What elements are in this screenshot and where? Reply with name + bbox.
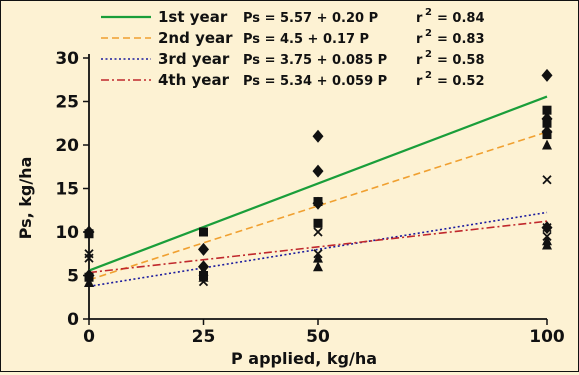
data-point-series-2 [542,118,552,128]
data-point-series-3 [313,252,323,263]
regression-line-1 [88,95,548,272]
legend-r-superscript: 2 [425,7,432,18]
data-point-series-4 [198,276,209,287]
legend-entry-4: 4th year Ps = 5.34 + 0.059 P r 2 = 0.52 [101,70,485,89]
data-point-series-4 [313,227,323,237]
legend-r-label: r [416,32,423,47]
legend-r2-value: = 0.83 [437,32,485,47]
legend-equation: Ps = 5.57 + 0.20 P [243,11,378,26]
data-point-series-3 [542,239,552,250]
data-point-series-2 [313,197,323,207]
x-tick-label: 25 [192,327,216,347]
y-tick-label: 15 [55,180,79,200]
y-axis-title: Ps, kg/ha [16,157,35,240]
x-marker-stroke [542,231,552,241]
y-tick-label: 20 [55,136,79,156]
x-marker-stroke [198,276,209,287]
legend-r-superscript: 2 [425,28,432,39]
data-point-series-1 [312,129,324,143]
data-point-series-4 [542,223,552,233]
data-point-series-1 [541,68,553,82]
x-marker-stroke [542,175,552,185]
legend-r-label: r [416,11,423,26]
data-point-series-4 [313,249,323,259]
legend-equation: Ps = 3.75 + 0.085 P [243,53,387,68]
legend-entry-1: 1st year Ps = 5.57 + 0.20 P r 2 = 0.84 [101,7,485,26]
data-point-series-3 [313,261,323,272]
x-tick-label: 50 [306,327,330,347]
legend-r-label: r [416,74,423,89]
legend-entry-3: 3rd year Ps = 3.75 + 0.085 P r 2 = 0.58 [101,49,485,68]
data-point-series-4 [542,175,552,185]
regression-line-2 [88,131,548,281]
data-point-series-1 [198,242,209,256]
regression-line-4 [88,220,548,274]
x-tick-label: 100 [529,327,565,347]
x-marker-stroke [313,227,323,237]
data-point-series-3 [542,139,552,150]
legend-r2-value: = 0.58 [437,53,485,68]
data-point-series-4 [84,253,94,263]
data-point-series-1 [312,164,324,178]
regression-line-3 [88,211,548,288]
y-tick-label: 30 [55,49,79,69]
x-marker-stroke [542,223,552,233]
data-point-series-2 [199,227,208,237]
x-marker-stroke [313,249,323,259]
x-tick-label: 0 [83,327,95,347]
y-tick-label: 0 [67,310,79,330]
legend-equation: Ps = 5.34 + 0.059 P [243,74,387,89]
legend-equation: Ps = 4.5 + 0.17 P [243,32,369,47]
data-point-series-2 [542,130,552,140]
y-tick-label: 10 [55,223,79,243]
y-tick-label: 5 [67,267,79,287]
legend-series-name: 4th year [158,71,230,89]
legend-r2-value: = 0.52 [437,74,485,89]
x-axis-title: P applied, kg/ha [231,349,377,368]
legend-r-superscript: 2 [425,49,432,60]
plot-area: 0 5 10 15 20 25 30 0 25 50 100 [55,49,565,347]
legend-entry-2: 2nd year Ps = 4.5 + 0.17 P r 2 = 0.83 [101,28,485,47]
legend-series-name: 1st year [158,8,228,26]
legend-r2-value: = 0.84 [437,11,485,26]
data-point-series-2 [542,105,552,115]
data-point-series-2 [84,229,94,239]
y-tick-label: 25 [55,93,79,113]
legend-series-name: 2nd year [158,29,233,47]
legend-series-name: 3rd year [158,50,230,68]
data-point-series-4 [542,231,552,241]
data-point-series-2 [313,218,323,228]
legend-r-label: r [416,53,423,68]
data-point-series-3 [84,276,94,287]
legend-r-superscript: 2 [425,70,432,81]
x-marker-stroke [84,253,94,263]
